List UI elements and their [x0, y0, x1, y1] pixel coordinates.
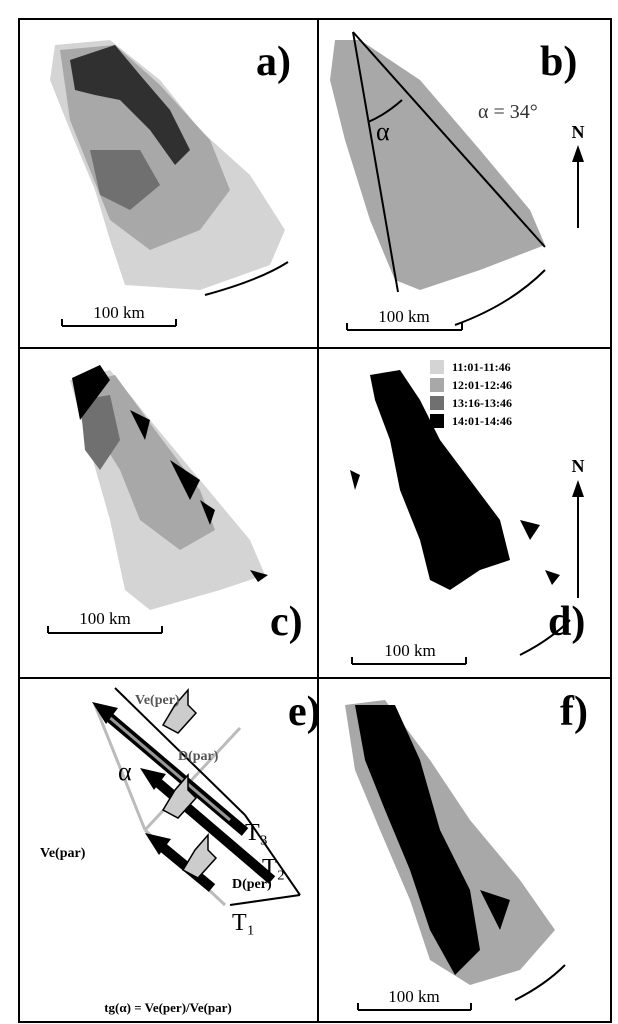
panel-label: e): [288, 689, 321, 735]
figure: a) 100 km b) α α = 34° N 100 km c) 11:01…: [0, 0, 618, 1024]
legend-label: 14:01-14:46: [452, 414, 512, 428]
panel-label: a): [256, 39, 291, 85]
legend-label: 12:01-12:46: [452, 378, 512, 392]
panel-label: f): [560, 689, 588, 735]
panel-label: d): [548, 599, 585, 645]
angle-label: α = 34°: [478, 101, 538, 123]
legend-swatch: [430, 396, 444, 410]
diagram-label: α: [118, 757, 132, 786]
legend-label: 13:16-13:46: [452, 396, 512, 410]
panel-label: b): [540, 39, 577, 85]
scale-label: 100 km: [93, 303, 144, 322]
north-label: N: [572, 122, 585, 142]
radar-image-c: [70, 365, 268, 610]
diagram-label: Ve(par): [40, 846, 86, 861]
diagram-label: D(par): [178, 749, 219, 764]
diagram-label: D(per): [232, 877, 272, 892]
diagram-label: T₃: [245, 820, 268, 846]
angle-symbol: α: [376, 117, 390, 146]
radar-image-f: [345, 700, 565, 1000]
formula: tg(α) = Ve(per)/Ve(par): [104, 1000, 232, 1015]
scale-label: 100 km: [388, 987, 439, 1006]
legend: 11:01-11:46 12:01-12:46 13:16-13:46 14:01-1…: [430, 360, 512, 428]
legend-label: 11:01-11:46: [452, 360, 511, 374]
scale-label: 100 km: [384, 641, 435, 660]
legend-swatch: [430, 360, 444, 374]
radar-image-a: [50, 40, 288, 295]
diagram-label: T₁: [232, 910, 255, 936]
scale-label: 100 km: [79, 609, 130, 628]
scale-label: 100 km: [378, 307, 429, 326]
panel-label: c): [270, 599, 303, 645]
north-label: N: [572, 456, 585, 476]
legend-swatch: [430, 378, 444, 392]
diagram-label: Ve(per): [135, 693, 180, 708]
